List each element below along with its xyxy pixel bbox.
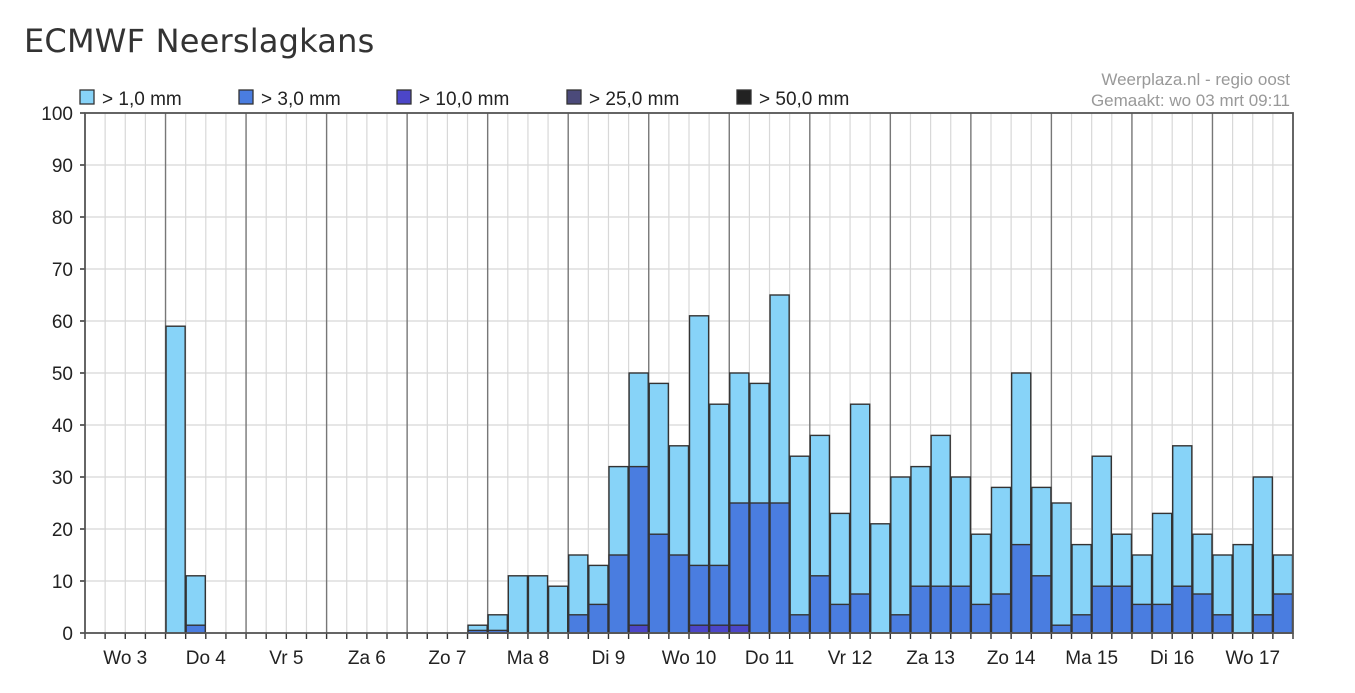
y-tick-label: 10 xyxy=(52,572,73,593)
x-tick-label: Za 6 xyxy=(348,648,386,669)
x-tick-label: Ma 15 xyxy=(1065,648,1118,669)
bar xyxy=(789,614,811,634)
bar xyxy=(1031,575,1052,634)
bar xyxy=(547,585,569,634)
bar xyxy=(729,502,750,634)
bar xyxy=(849,593,871,634)
chart-axes: 0 10 20 30 40 50 60 70 80 90 100 Wo 3 Do 4 Vr 5 Za 6 Zo… xyxy=(41,104,1294,669)
bar xyxy=(708,624,730,634)
x-tick-label: Vr 12 xyxy=(828,648,873,669)
x-tick-label: Ma 8 xyxy=(507,648,549,669)
bar xyxy=(1252,614,1274,634)
legend-swatch xyxy=(79,89,95,105)
y-tick-label: 30 xyxy=(52,468,73,489)
legend-label: > 3,0 mm xyxy=(261,89,341,110)
bar xyxy=(1111,585,1133,634)
y-tick-label: 20 xyxy=(52,520,73,541)
chart-legend: > 1,0 mm > 3,0 mm > 10,0 mm > 25,0 mm > 50,0… xyxy=(79,89,849,110)
bar xyxy=(1272,593,1294,634)
chart-timestamp: Gemaakt: wo 03 mrt 09:11 xyxy=(1091,91,1290,110)
x-tick-label: Wo 17 xyxy=(1225,648,1280,669)
bar xyxy=(1151,603,1173,634)
bar xyxy=(527,575,549,634)
y-tick-label: 60 xyxy=(52,312,73,333)
bar xyxy=(890,614,911,634)
bar xyxy=(668,554,690,634)
bar xyxy=(1252,476,1274,634)
y-tick-label: 80 xyxy=(52,208,73,229)
y-tick-label: 70 xyxy=(52,260,73,281)
y-tick-label: 0 xyxy=(62,624,73,645)
legend-swatch xyxy=(238,89,254,105)
bar xyxy=(870,523,891,634)
chart-bars xyxy=(165,294,1294,634)
bar xyxy=(1091,585,1112,634)
bar xyxy=(1212,614,1233,634)
plot-frame xyxy=(84,112,1294,634)
bar xyxy=(1071,614,1092,634)
bar xyxy=(829,603,851,634)
bar xyxy=(507,575,529,634)
legend-swatch xyxy=(396,89,412,105)
bar xyxy=(1051,624,1072,634)
bar xyxy=(1131,603,1153,634)
y-tick-label: 50 xyxy=(52,364,73,385)
bar xyxy=(890,476,911,634)
x-tick-label: Zo 7 xyxy=(428,648,466,669)
bar xyxy=(688,564,710,634)
bar xyxy=(910,585,931,634)
x-tick-label: Do 4 xyxy=(186,648,227,669)
y-tick-label: 40 xyxy=(52,416,73,437)
legend-label: > 1,0 mm xyxy=(102,89,182,110)
x-tick-label: Wo 10 xyxy=(662,648,717,669)
legend-swatch xyxy=(566,89,582,105)
x-tick-label: Di 16 xyxy=(1150,648,1194,669)
bar xyxy=(1171,585,1193,634)
legend-swatch xyxy=(736,89,752,105)
x-tick-label: Zo 14 xyxy=(987,648,1036,669)
y-tick-label: 100 xyxy=(41,104,73,125)
bar xyxy=(990,593,1012,634)
bar xyxy=(809,575,831,634)
bar xyxy=(628,624,649,634)
bar xyxy=(1232,543,1253,634)
bar xyxy=(1192,593,1213,634)
bar xyxy=(769,502,790,634)
bar xyxy=(608,554,629,634)
bar xyxy=(165,325,186,634)
bar xyxy=(628,465,649,634)
bar xyxy=(708,564,730,634)
bar xyxy=(648,533,670,634)
bar xyxy=(185,575,207,634)
bar xyxy=(1010,543,1032,634)
legend-label: > 25,0 mm xyxy=(589,89,679,110)
bar xyxy=(1051,502,1072,634)
x-tick-label: Di 9 xyxy=(592,648,626,669)
bar xyxy=(688,624,710,634)
legend-label: > 50,0 mm xyxy=(759,89,849,110)
bar xyxy=(970,603,992,634)
y-tick-label: 90 xyxy=(52,156,73,177)
bar xyxy=(729,624,750,634)
bar xyxy=(930,585,951,634)
bar xyxy=(588,603,609,634)
bar xyxy=(568,614,589,634)
page-title: ECMWF Neerslagkans xyxy=(24,22,375,60)
x-tick-label: Vr 5 xyxy=(269,648,303,669)
bar xyxy=(950,585,972,634)
bar xyxy=(185,624,207,634)
bar xyxy=(749,502,770,634)
x-tick-label: Do 11 xyxy=(745,648,794,669)
bar xyxy=(789,455,811,634)
chart-credit: Weerplaza.nl - regio oost xyxy=(1101,70,1290,89)
x-tick-label: Wo 3 xyxy=(103,648,147,669)
legend-label: > 10,0 mm xyxy=(419,89,509,110)
x-tick-label: Za 13 xyxy=(906,648,955,669)
